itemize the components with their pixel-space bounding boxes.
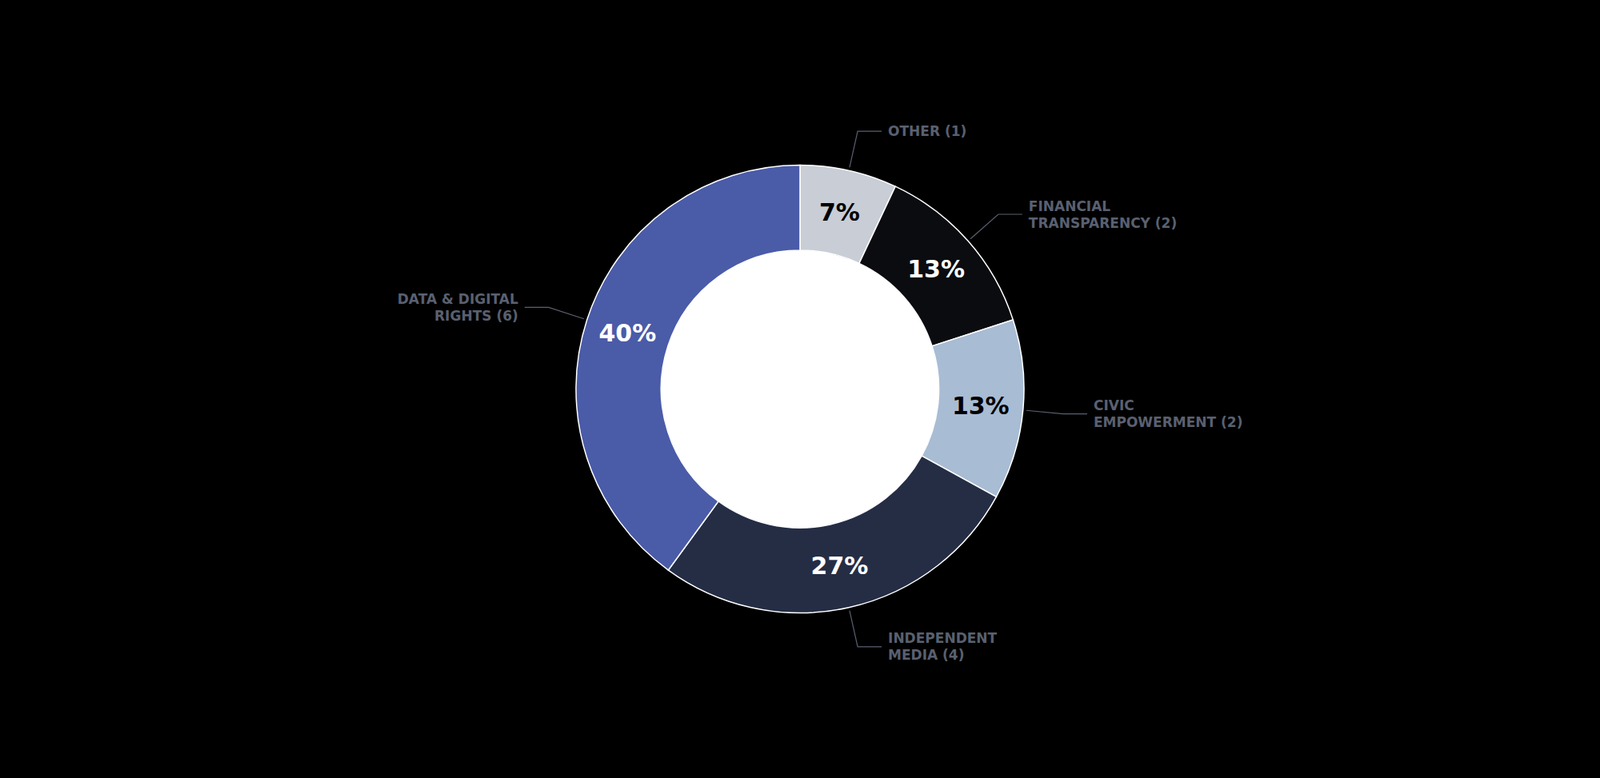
category-label: INDEPENDENTMEDIA (4) xyxy=(888,630,998,664)
chart-container: 7% OTHER (1) 13% FINANCIALTRANSPARENCY (2) 1… xyxy=(0,0,1600,778)
donut-chart: 7% OTHER (1) 13% FINANCIALTRANSPARENCY (2) 1… xyxy=(0,0,1600,778)
labels: 7% OTHER (1) 13% FINANCIALTRANSPARENCY (2) 1… xyxy=(397,123,1244,664)
value-label: 13% xyxy=(907,255,965,284)
value-label: 7% xyxy=(819,198,860,227)
leader-line xyxy=(1026,410,1088,414)
donut-center xyxy=(660,250,939,528)
leader-line xyxy=(524,307,584,319)
value-label: 27% xyxy=(811,552,869,580)
category-label: FINANCIALTRANSPARENCY (2) xyxy=(1028,198,1177,232)
category-label: DATA & DIGITALRIGHTS (6) xyxy=(397,291,519,324)
value-label: 40% xyxy=(598,319,656,348)
category-label: OTHER (1) xyxy=(888,123,967,140)
slices xyxy=(576,165,1024,614)
leader-line xyxy=(970,214,1023,240)
leader-line xyxy=(849,131,882,168)
leader-line xyxy=(849,611,882,648)
value-label: 13% xyxy=(952,392,1010,420)
background xyxy=(0,0,1600,778)
category-label: CIVICEMPOWERMENT (2) xyxy=(1093,397,1244,431)
